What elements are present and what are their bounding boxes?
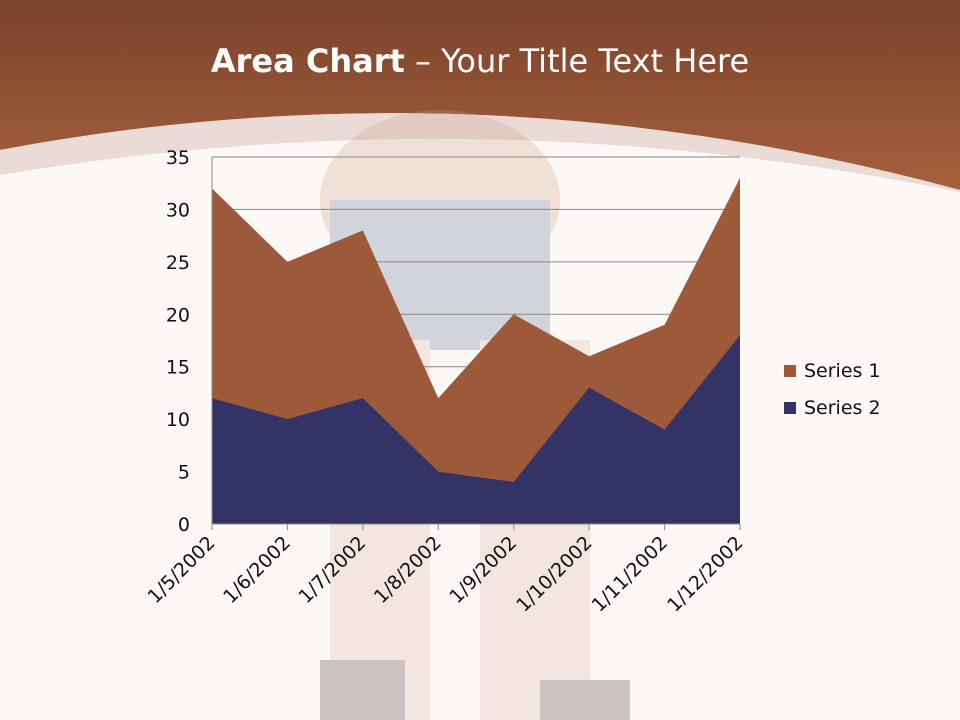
x-tick-label: 1/10/2002: [512, 532, 596, 616]
y-tick-label: 30: [166, 199, 190, 221]
header-band: [0, 0, 960, 190]
legend-series-1: Series 1: [784, 360, 881, 382]
header-swoosh: [0, 113, 960, 192]
y-tick-label: 5: [178, 462, 190, 484]
x-tick-label: 1/11/2002: [588, 532, 672, 616]
y-tick-label: 15: [166, 357, 190, 379]
y-tick-label: 0: [178, 514, 190, 536]
x-tick-label: 1/5/2002: [144, 532, 220, 608]
x-tick-label: 1/6/2002: [219, 532, 295, 608]
y-tick-label: 25: [166, 252, 190, 274]
y-tick-label: 20: [166, 304, 190, 326]
title-rest: – Your Title Text Here: [404, 42, 750, 80]
area-series-2: [212, 335, 740, 524]
x-tick-label: 1/12/2002: [663, 532, 747, 616]
legend-series-2: Series 2: [784, 397, 881, 419]
slide-title: Area Chart – Your Title Text Here: [0, 42, 960, 80]
y-tick-label: 10: [166, 409, 190, 431]
legend-swatch: [784, 365, 796, 377]
legend-label: Series 1: [804, 360, 881, 382]
title-bold: Area Chart: [210, 42, 405, 80]
x-tick-label: 1/9/2002: [445, 532, 521, 608]
legend-label: Series 2: [804, 397, 881, 419]
x-tick-label: 1/7/2002: [294, 532, 370, 608]
x-tick-label: 1/8/2002: [370, 532, 446, 608]
legend-swatch: [784, 402, 796, 414]
y-tick-label: 35: [166, 147, 190, 169]
